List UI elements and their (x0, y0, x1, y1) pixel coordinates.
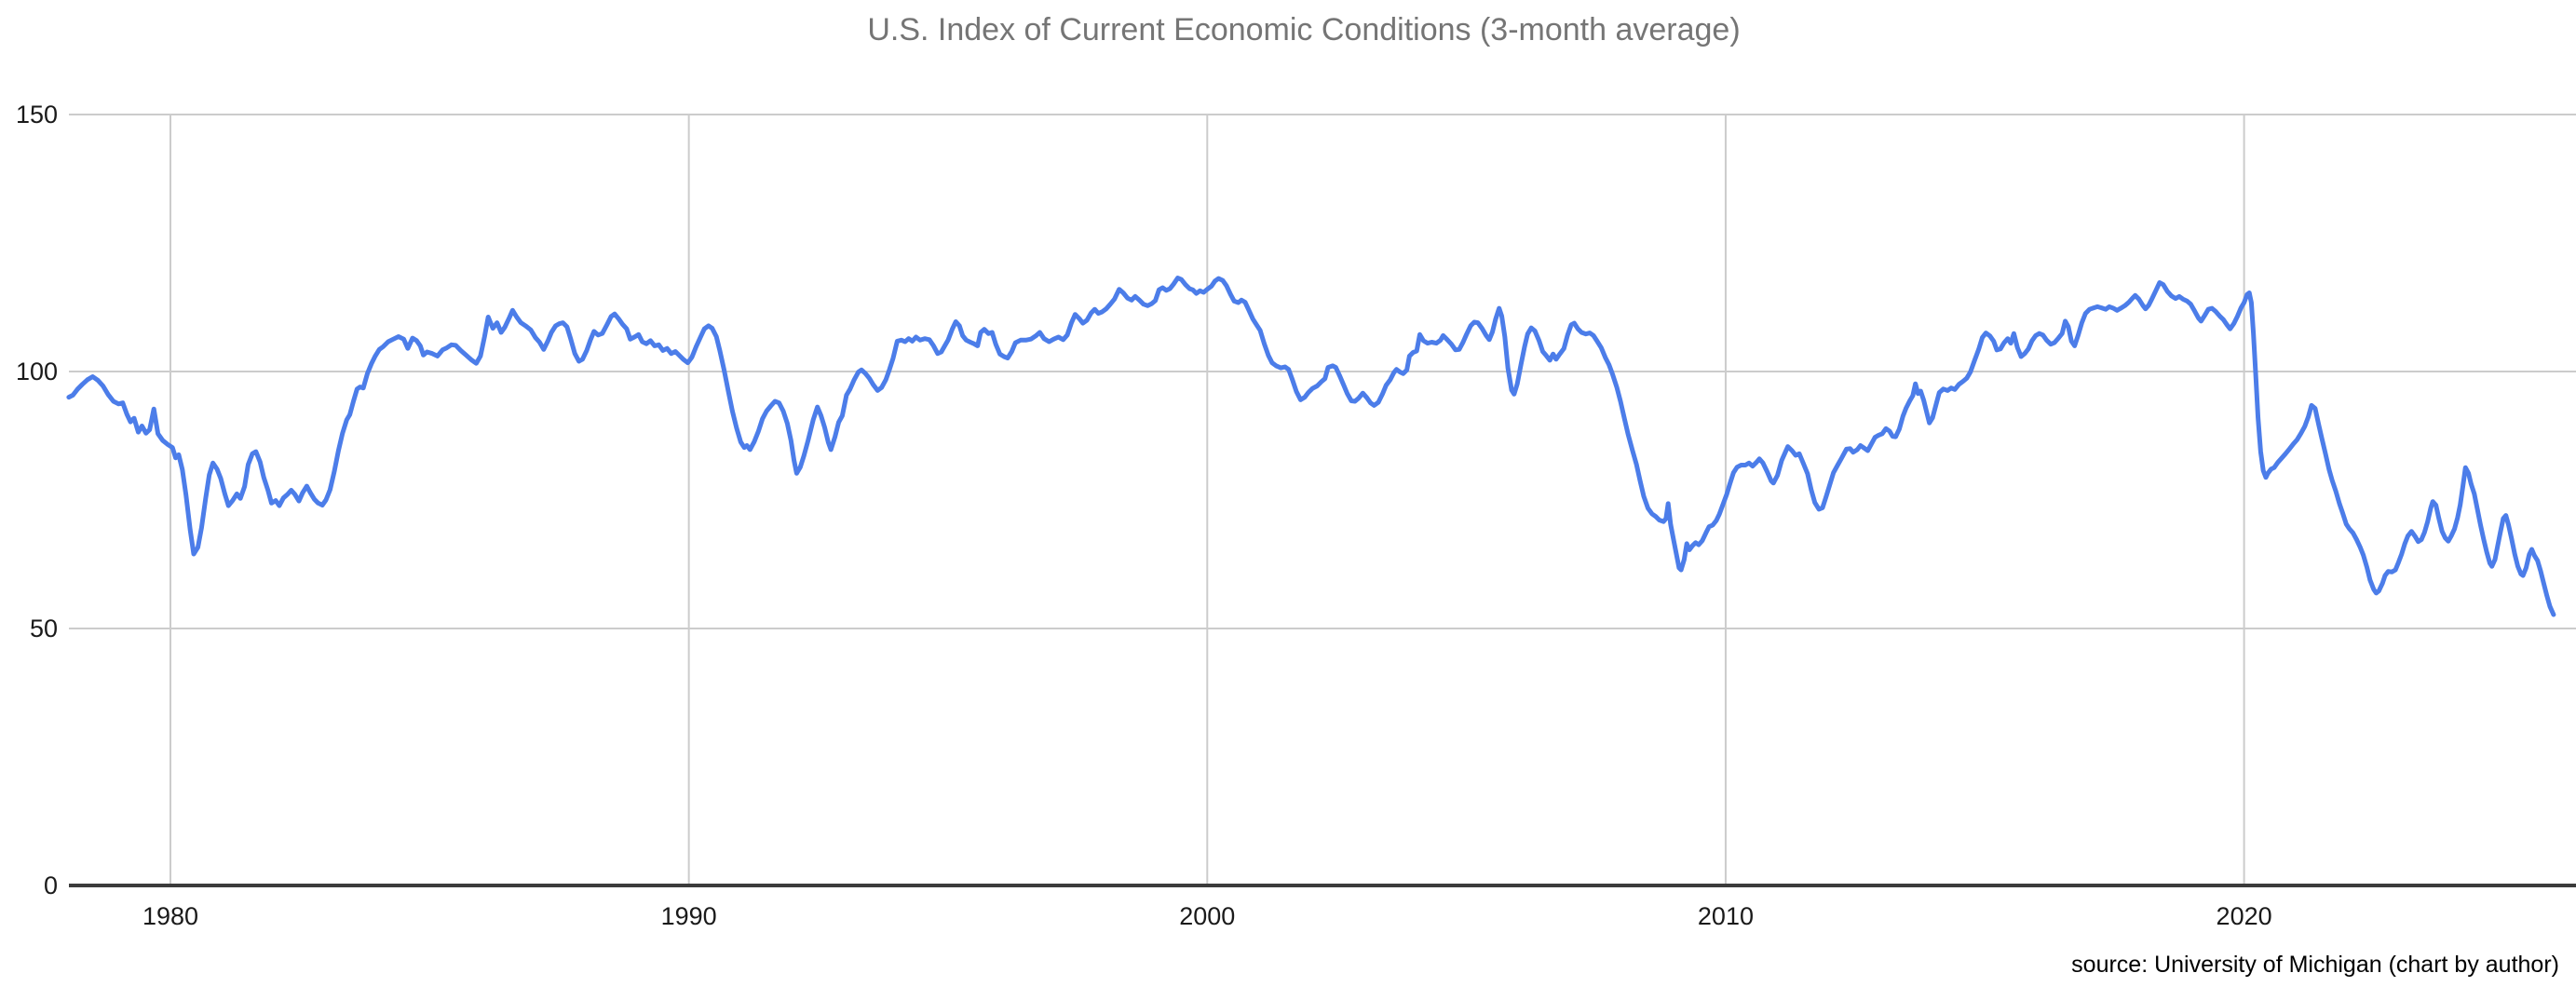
x-tick-label: 2000 (1179, 902, 1235, 930)
y-tick-label: 150 (16, 101, 58, 128)
y-tick-label: 0 (44, 872, 58, 899)
source-note: source: University of Michigan (chart by… (2071, 952, 2559, 978)
gridlines (69, 114, 2576, 887)
y-tick-label: 100 (16, 358, 58, 385)
chart-title: U.S. Index of Current Economic Condition… (867, 12, 1740, 47)
x-tick-label: 2020 (2217, 902, 2272, 930)
y-tick-label: 50 (30, 615, 58, 642)
data-series-group (66, 276, 2556, 617)
x-tick-label: 1980 (142, 902, 198, 930)
data-series-line (66, 276, 2556, 617)
axis-labels: 1980 1990 2000 2010 2020 0 50 100 150 (16, 101, 2272, 930)
x-tick-label: 2010 (1698, 902, 1754, 930)
x-tick-label: 1990 (661, 902, 717, 930)
